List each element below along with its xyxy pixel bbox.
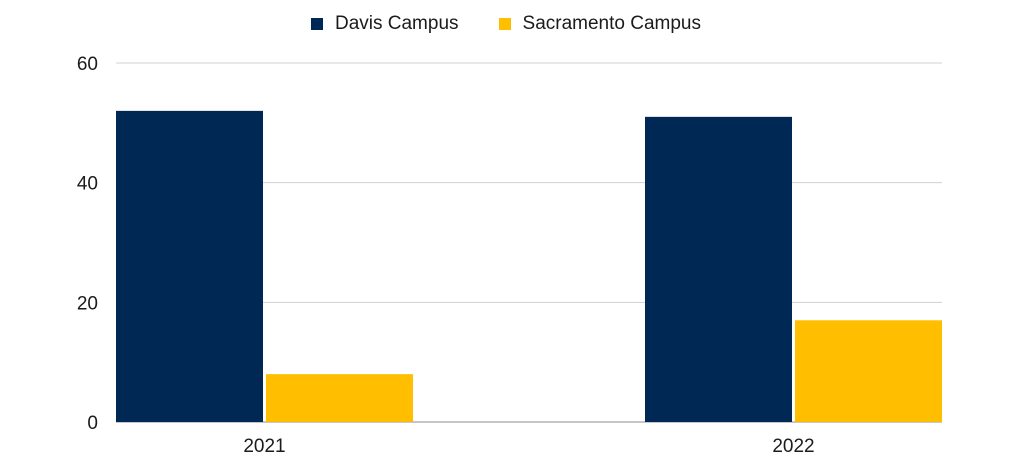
legend-label-davis-campus: Davis Campus: [334, 13, 459, 34]
bar-davis-campus-2021: [116, 110, 263, 422]
x-tick-label: 2021: [243, 436, 285, 457]
bars: [116, 110, 942, 422]
y-tick-label: 60: [77, 54, 98, 75]
y-tick-label: 40: [77, 174, 98, 195]
bar-davis-campus-2022: [645, 116, 792, 422]
bar-sacramento-campus-2022: [795, 320, 942, 422]
legend-item-sacramento-campus: Sacramento Campus: [498, 13, 701, 35]
legend-swatch-sacramento-campus: [498, 18, 511, 30]
y-axis: 0 20 40 60: [77, 54, 98, 434]
x-tick-label: 2022: [772, 436, 814, 457]
y-tick-label: 0: [87, 413, 98, 434]
legend-swatch-davis-campus: [310, 18, 323, 30]
legend-label-sacramento-campus: Sacramento Campus: [522, 13, 701, 34]
legend: Davis Campus Sacramento Campus: [0, 11, 1012, 37]
legend-item-davis-campus: Davis Campus: [310, 13, 459, 35]
bar-sacramento-campus-2021: [266, 374, 413, 422]
y-tick-label: 20: [77, 293, 98, 314]
x-axis: 2021 2022: [243, 436, 814, 457]
